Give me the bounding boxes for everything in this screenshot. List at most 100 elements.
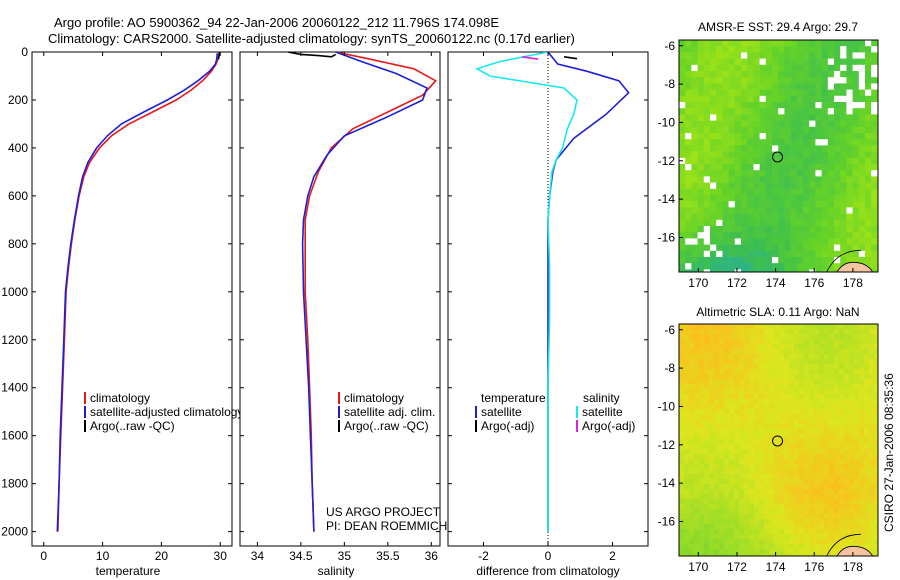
map-cell (716, 176, 723, 183)
map-cell (722, 145, 729, 152)
map-cell (722, 139, 729, 146)
map-cell (703, 195, 711, 202)
map-cell (790, 71, 798, 78)
map-cell (829, 549, 835, 555)
map-cell (691, 201, 698, 208)
map-cell (734, 269, 742, 272)
map-cell (827, 108, 835, 115)
map-cell (794, 374, 800, 380)
map-cell (794, 484, 800, 490)
map-cell (799, 384, 805, 390)
legend-satellite-label: satellite adj. clim. (344, 405, 435, 419)
map-cell (772, 40, 779, 47)
map-cell (689, 349, 695, 355)
map-cell (784, 364, 790, 370)
map-cell (834, 379, 840, 385)
map-cell (754, 409, 760, 415)
map-cell (722, 151, 729, 159)
map-cell (809, 449, 815, 455)
map-cell (689, 509, 695, 515)
map-cell (779, 334, 785, 340)
map-cell (679, 469, 685, 475)
map-cell (844, 434, 850, 440)
map-cell (803, 95, 810, 103)
map-cell (689, 484, 695, 490)
map-cell (709, 519, 715, 525)
map-cell (744, 549, 750, 555)
map-cell (679, 399, 685, 405)
difference-xlabel: difference from climatology (476, 564, 619, 578)
map-cell (759, 359, 765, 365)
map-cell (724, 424, 730, 430)
map-cell (765, 164, 773, 171)
map-cell (844, 474, 850, 480)
map-cell (679, 213, 686, 221)
map-cell (772, 108, 779, 115)
map-cell (789, 544, 795, 550)
map-cell (827, 250, 835, 258)
map-cell (704, 409, 710, 415)
map-cell (719, 469, 725, 475)
map-cell (774, 449, 780, 455)
map-cell (869, 379, 875, 385)
map-cell (724, 514, 730, 520)
map-cell (784, 409, 790, 415)
map-cell (829, 479, 835, 485)
map-cell (774, 444, 780, 450)
map-cell (728, 226, 736, 233)
map-cell (741, 102, 748, 109)
map-cell (741, 207, 748, 214)
map-cell (840, 108, 847, 115)
map-cell (749, 484, 755, 490)
difference-panel: -2 0 2 difference from climatology tempera… (447, 51, 649, 578)
map-cell (679, 414, 685, 420)
map-cell (685, 83, 692, 90)
map-cell (724, 549, 730, 555)
map-cell (840, 71, 847, 78)
map-cell (827, 126, 835, 134)
map-cell (829, 484, 835, 490)
map-cell (774, 369, 780, 375)
map-cell (827, 164, 835, 171)
map-cell (703, 83, 711, 90)
map-cell (714, 459, 720, 465)
map-cell (716, 213, 723, 221)
map-cell (699, 404, 705, 410)
map-cell (749, 439, 755, 445)
map-cell (716, 145, 723, 152)
map-cell (840, 201, 847, 208)
map-cell (814, 394, 820, 400)
map-cell (749, 379, 755, 385)
map-cell (796, 120, 804, 128)
map-cell (829, 409, 835, 415)
map-cell (778, 232, 785, 239)
map-cell (694, 554, 700, 556)
map-cell (685, 52, 692, 59)
map-cell (741, 226, 748, 233)
map-cell (754, 549, 760, 555)
map-cell (874, 454, 878, 460)
map-cell (859, 364, 865, 370)
map-cell (809, 344, 815, 350)
map-cell (809, 151, 816, 159)
map-cell (710, 52, 717, 59)
map-cell (839, 364, 845, 370)
map-cell (724, 354, 730, 360)
map-cell (869, 344, 875, 350)
map-cell (824, 374, 830, 380)
map-cell (794, 554, 800, 556)
map-cell (679, 534, 685, 540)
map-cell (697, 108, 705, 115)
map-cell (819, 509, 825, 515)
map-cell (704, 519, 710, 525)
map-cell (744, 474, 750, 480)
map-cell (814, 469, 820, 475)
map-cell (719, 444, 725, 450)
map-cell (844, 514, 850, 520)
map-cell (703, 151, 711, 159)
map-cell (778, 207, 785, 214)
map-cell (827, 182, 835, 190)
map-xtick-label: 178 (843, 276, 863, 290)
map-cell (753, 120, 760, 128)
map-cell (859, 534, 865, 540)
